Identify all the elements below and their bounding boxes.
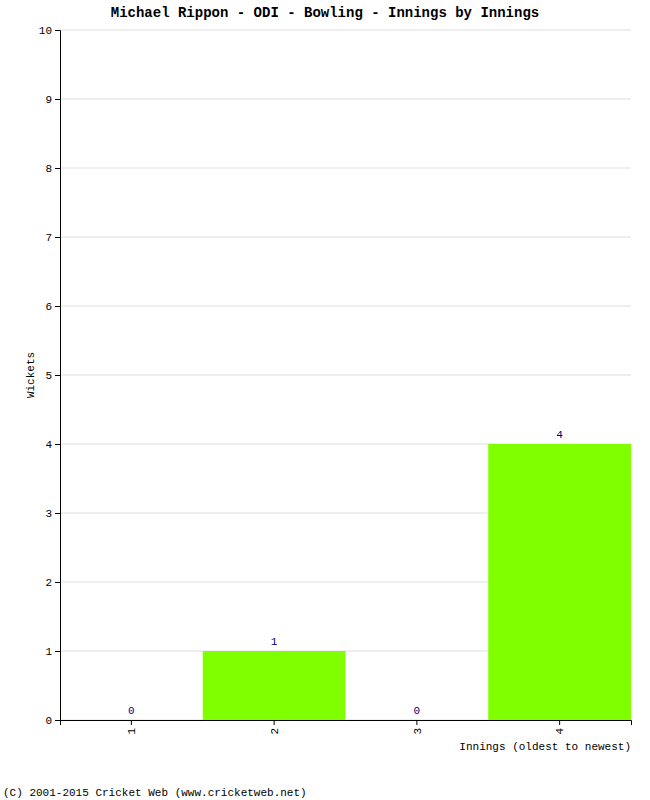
x-tick-mark xyxy=(274,720,275,725)
y-tick-mark xyxy=(55,582,60,583)
data-label: 0 xyxy=(414,705,421,717)
y-tick-label: 8 xyxy=(45,163,52,175)
y-tick-label: 6 xyxy=(45,301,52,313)
y-axis-title: Wickets xyxy=(25,352,37,398)
y-tick-mark xyxy=(55,237,60,238)
x-tick: 3 xyxy=(412,720,424,735)
grid-line xyxy=(60,237,631,238)
y-tick: 8 xyxy=(45,163,60,175)
y-tick-label: 4 xyxy=(45,439,52,451)
y-tick-label: 7 xyxy=(45,232,52,244)
x-tick-mark xyxy=(131,720,132,725)
grid-line xyxy=(60,30,631,31)
y-tick: 3 xyxy=(45,508,60,520)
grid-line xyxy=(60,306,631,307)
y-tick-mark xyxy=(55,513,60,514)
y-axis-line xyxy=(55,31,61,721)
y-tick-label: 9 xyxy=(45,94,52,106)
bar xyxy=(488,444,631,720)
grid-line xyxy=(60,168,631,169)
y-tick-mark xyxy=(55,444,60,445)
y-axis: 0 1 2 3 4 5 6 7 8 9 10 xyxy=(39,25,61,727)
x-tick-label: 2 xyxy=(269,728,281,735)
y-tick: 7 xyxy=(45,232,60,244)
x-axis-title: Innings (oldest to newest) xyxy=(459,741,631,753)
x-tick: 2 xyxy=(269,720,281,735)
bar xyxy=(346,720,489,721)
bar xyxy=(203,651,346,720)
data-labels: 0 1 0 4 xyxy=(128,429,563,717)
x-axis: 1 2 3 4 xyxy=(61,720,632,735)
title: Michael Rippon - ODI - Bowling - Innings… xyxy=(111,5,539,21)
y-tick-label: 1 xyxy=(45,646,52,658)
y-tick: 2 xyxy=(45,577,60,589)
y-tick-label: 0 xyxy=(45,715,52,727)
grid-line xyxy=(60,375,631,376)
y-tick-mark xyxy=(55,375,60,376)
y-tick: 6 xyxy=(45,301,60,313)
x-tick-mark xyxy=(416,720,417,725)
bar xyxy=(60,720,203,721)
x-tick-mark xyxy=(559,720,560,725)
y-tick: 9 xyxy=(45,94,60,106)
y-tick-mark xyxy=(55,30,60,31)
x-tick-label: 1 xyxy=(126,728,138,735)
y-tick-label: 2 xyxy=(45,577,52,589)
x-tick: 4 xyxy=(554,720,566,735)
y-tick: 0 xyxy=(45,715,60,727)
chart-svg: 01234567891012340104Michael Rippon - ODI… xyxy=(0,0,650,800)
chart-container: 01234567891012340104Michael Rippon - ODI… xyxy=(0,0,650,800)
y-tick-mark xyxy=(55,306,60,307)
bars xyxy=(203,444,631,720)
y-tick-mark xyxy=(55,720,60,721)
data-label: 0 xyxy=(128,705,135,717)
y-tick: 10 xyxy=(39,25,60,37)
x-tick: 1 xyxy=(126,720,138,735)
x-tick-label: 3 xyxy=(412,728,424,735)
background xyxy=(0,0,650,800)
y-tick-mark xyxy=(55,168,60,169)
data-label: 4 xyxy=(556,429,563,441)
y-tick: 5 xyxy=(45,370,60,382)
y-tick-mark xyxy=(55,651,60,652)
y-tick: 4 xyxy=(45,439,60,451)
y-tick-label: 10 xyxy=(39,25,52,37)
footer-note: (C) 2001-2015 Cricket Web (www.cricketwe… xyxy=(3,787,307,799)
x-tick-label: 4 xyxy=(554,728,566,735)
y-tick-label: 5 xyxy=(45,370,52,382)
grid-line xyxy=(60,99,631,100)
grid xyxy=(60,30,631,720)
y-tick-label: 3 xyxy=(45,508,52,520)
data-label: 1 xyxy=(271,636,278,648)
y-tick: 1 xyxy=(45,646,60,658)
y-tick-mark xyxy=(55,99,60,100)
x-axis-line xyxy=(61,721,632,726)
